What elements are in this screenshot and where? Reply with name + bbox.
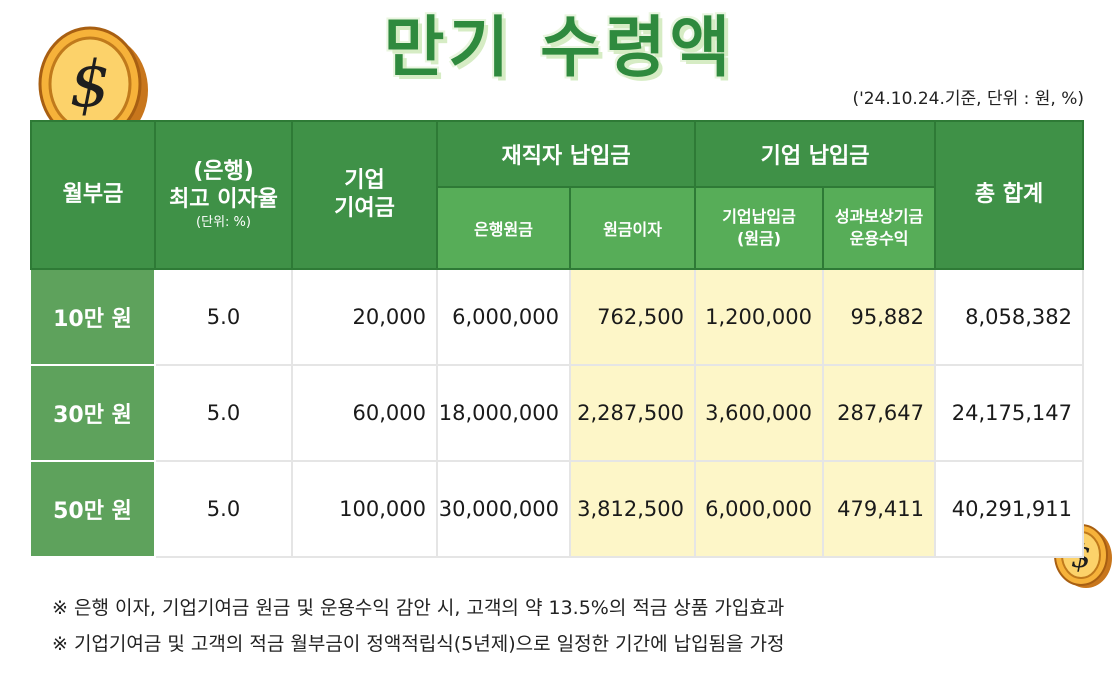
header-employee-group: 재직자 납입금 (435, 120, 697, 188)
cell-fund-return: 95,882 (822, 268, 937, 366)
header-company-paid-line2: (원금) (736, 229, 782, 248)
table-row: 50만 원 5.0 100,000 30,000,000 3,812,500 6… (31, 460, 1085, 558)
header-rate-line2: 최고 이자율 (169, 187, 278, 212)
cell-total: 40,291,911 (934, 460, 1085, 558)
basis-note: ('24.10.24.기준, 단위 : 원, %) (852, 89, 1084, 109)
cell-fund-return: 287,647 (822, 364, 937, 462)
cell-interest: 762,500 (568, 268, 697, 366)
cell-contribution: 100,000 (291, 460, 438, 558)
cell-total: 24,175,147 (934, 364, 1085, 462)
cell-bank-principal: 6,000,000 (436, 268, 571, 366)
cell-company-principal: 1,200,000 (694, 268, 825, 366)
header-reward-line2: 운용수익 (849, 229, 909, 248)
header-rate: (은행) 최고 이자율 (단위: %) (154, 120, 293, 270)
footnote: ※ 기업기여금 및 고객의 적금 월부금이 정액적립식(5년제)으로 일정한 기… (52, 633, 785, 655)
header-rate-unit: (단위: %) (196, 215, 251, 230)
cell-rate: 5.0 (154, 460, 293, 558)
cell-contribution: 20,000 (291, 268, 438, 366)
cell-rate: 5.0 (154, 268, 293, 366)
footnotes: ※ 은행 이자, 기업기여금 원금 및 운용수익 감안 시, 고객의 약 13.… (52, 590, 785, 662)
header-company-paid-line1: 기업납입금 (722, 207, 796, 226)
row-label: 10만 원 (31, 268, 156, 366)
cell-bank-principal: 30,000,000 (436, 460, 571, 558)
header-reward-fund: 성과보상기금 운용수익 (822, 186, 937, 270)
header-principal-interest: 원금이자 (568, 186, 697, 270)
cell-company-principal: 6,000,000 (694, 460, 825, 558)
cell-contribution: 60,000 (291, 364, 438, 462)
header-rate-line1: (은행) (193, 159, 254, 184)
header-contrib-line2: 기여금 (334, 196, 395, 221)
cell-bank-principal: 18,000,000 (436, 364, 571, 462)
dollar-coin-icon: $ (38, 26, 148, 146)
cell-interest: 3,812,500 (568, 460, 697, 558)
header-contribution: 기업 기여금 (291, 120, 438, 270)
header-total: 총 합계 (934, 120, 1085, 270)
cell-fund-return: 479,411 (822, 460, 937, 558)
table-row: 10만 원 5.0 20,000 6,000,000 762,500 1,200… (31, 268, 1085, 366)
cell-company-principal: 3,600,000 (694, 364, 825, 462)
header-bank-principal: 은행원금 (436, 186, 571, 270)
table-row: 30만 원 5.0 60,000 18,000,000 2,287,500 3,… (31, 364, 1085, 462)
cell-interest: 2,287,500 (568, 364, 697, 462)
header-company-group: 기업 납입금 (694, 120, 937, 188)
row-label: 50만 원 (31, 460, 156, 558)
header-reward-line1: 성과보상기금 (834, 207, 924, 226)
header-monthly: 월부금 (30, 120, 156, 270)
svg-text:$: $ (70, 48, 111, 122)
cell-total: 8,058,382 (934, 268, 1085, 366)
maturity-table: 월부금 (은행) 최고 이자율 (단위: %) 기업 기여금 재직자 납입금 기… (30, 120, 1085, 558)
row-label: 30만 원 (31, 364, 156, 462)
footnote: ※ 은행 이자, 기업기여금 원금 및 운용수익 감안 시, 고객의 약 13.… (52, 597, 785, 619)
page-title: 만기 수령액 (383, 9, 735, 86)
header-company-paid: 기업납입금 (원금) (694, 186, 825, 270)
header-contrib-line1: 기업 (344, 168, 385, 193)
cell-rate: 5.0 (154, 364, 293, 462)
